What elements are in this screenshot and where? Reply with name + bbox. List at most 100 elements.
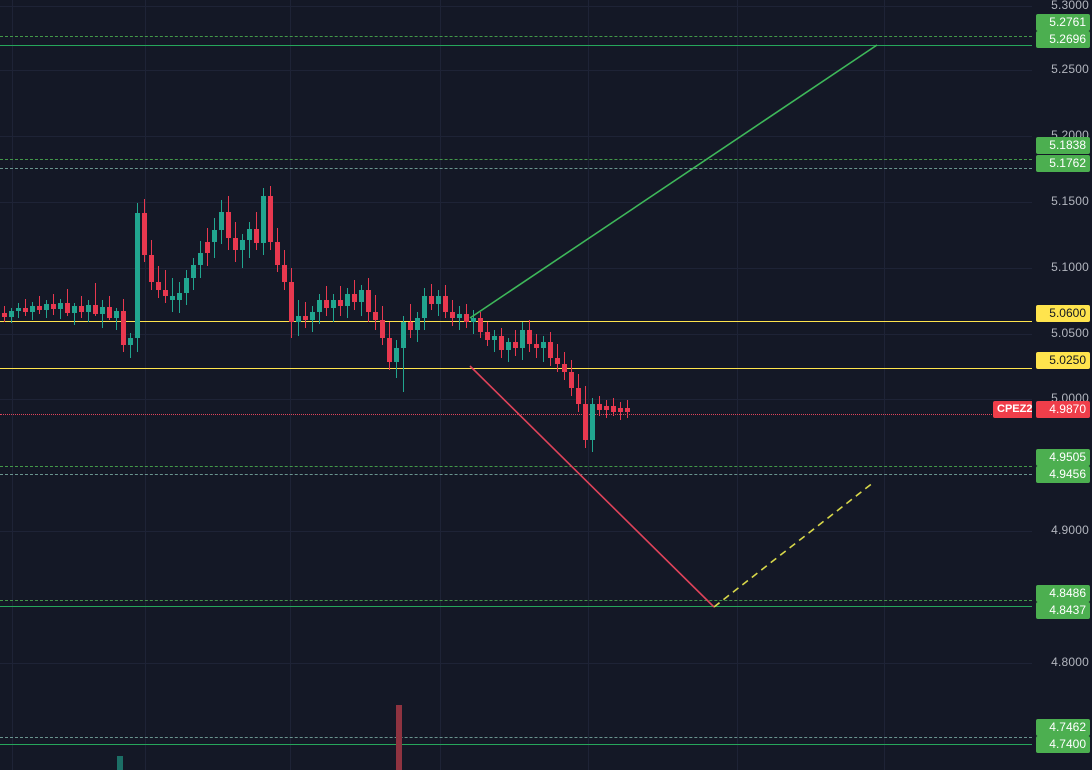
candle-body[interactable]: [2, 313, 7, 317]
candle-body[interactable]: [583, 404, 588, 440]
candle-body[interactable]: [450, 312, 455, 318]
candle-body[interactable]: [597, 404, 602, 410]
candle-body[interactable]: [373, 312, 378, 320]
candle-body[interactable]: [506, 342, 511, 350]
candle-body[interactable]: [44, 304, 49, 310]
candle-body[interactable]: [485, 332, 490, 340]
candle-body[interactable]: [191, 265, 196, 278]
candle-body[interactable]: [149, 255, 154, 282]
candle-body[interactable]: [555, 358, 560, 364]
candle-body[interactable]: [219, 212, 224, 230]
candle-body[interactable]: [156, 282, 161, 290]
candle-body[interactable]: [590, 404, 595, 440]
candle-body[interactable]: [163, 290, 168, 296]
candle-body[interactable]: [268, 196, 273, 242]
level-line-solid-4-8437[interactable]: [0, 606, 1032, 607]
level-line-dash-5-2761[interactable]: [0, 36, 1032, 37]
candle-body[interactable]: [170, 296, 175, 300]
price-badge-resistance-2-upper[interactable]: 5.1838: [1036, 137, 1090, 154]
level-line-dash-4-7462[interactable]: [0, 737, 1032, 738]
candle-body[interactable]: [548, 342, 553, 358]
level-line-dotted-last-price[interactable]: [0, 414, 1032, 415]
candle-body[interactable]: [352, 294, 357, 302]
candle-body[interactable]: [604, 406, 609, 410]
candle-body[interactable]: [520, 330, 525, 348]
candle-body[interactable]: [121, 311, 126, 345]
candle-body[interactable]: [275, 242, 280, 265]
candle-body[interactable]: [380, 320, 385, 338]
candle-body[interactable]: [331, 300, 336, 308]
price-badge-pivot-lower[interactable]: 5.0250: [1036, 352, 1090, 369]
candle-body[interactable]: [310, 312, 315, 320]
price-badge-support-upper[interactable]: 4.9505: [1036, 449, 1090, 466]
candle-body[interactable]: [184, 278, 189, 293]
candle-body[interactable]: [261, 196, 266, 243]
candle-body[interactable]: [464, 314, 469, 322]
candle-body[interactable]: [317, 300, 322, 312]
candle-body[interactable]: [611, 406, 616, 412]
candle-body[interactable]: [93, 305, 98, 314]
candle-body[interactable]: [401, 322, 406, 348]
candle-body[interactable]: [135, 213, 140, 338]
candle-body[interactable]: [394, 348, 399, 362]
level-line-dash-5-1838[interactable]: [0, 159, 1032, 160]
level-line-solid-5-2696[interactable]: [0, 45, 1032, 46]
candle-body[interactable]: [443, 296, 448, 312]
candle-body[interactable]: [23, 308, 28, 312]
candle-body[interactable]: [345, 294, 350, 306]
trendline-projection-yellow[interactable]: [713, 481, 875, 608]
candle-body[interactable]: [79, 306, 84, 312]
price-badge-last-price[interactable]: 4.9870: [1036, 401, 1090, 418]
candle-body[interactable]: [9, 311, 14, 317]
candle-body[interactable]: [338, 300, 343, 306]
price-badge-support-2-upper[interactable]: 4.8486: [1036, 585, 1090, 602]
candle-body[interactable]: [226, 212, 231, 238]
candle-body[interactable]: [16, 308, 21, 311]
candle-body[interactable]: [359, 290, 364, 302]
candle-body[interactable]: [527, 330, 532, 344]
candle-body[interactable]: [58, 303, 63, 309]
candle-body[interactable]: [471, 318, 476, 322]
candle-body[interactable]: [569, 372, 574, 388]
level-line-dash-4-9505[interactable]: [0, 466, 1032, 467]
level-line-dash-4-8486[interactable]: [0, 600, 1032, 601]
candle-body[interactable]: [65, 303, 70, 313]
candle-body[interactable]: [618, 408, 623, 412]
candle-body[interactable]: [492, 336, 497, 340]
candle-body[interactable]: [142, 213, 147, 255]
candle-body[interactable]: [422, 296, 427, 318]
level-line-solid-4-7400[interactable]: [0, 744, 1032, 745]
price-badge-support-3-lower[interactable]: 4.7400: [1036, 736, 1090, 753]
candle-body[interactable]: [436, 296, 441, 304]
trendline-overlay[interactable]: [0, 0, 1032, 770]
level-line-solid-5-0250[interactable]: [0, 368, 1032, 369]
price-badge-resistance-upper[interactable]: 5.2761: [1036, 14, 1090, 31]
price-badge-pivot-upper[interactable]: 5.0600: [1036, 305, 1090, 322]
candle-body[interactable]: [366, 290, 371, 312]
price-badge-support-3-upper[interactable]: 4.7462: [1036, 719, 1090, 736]
candle-body[interactable]: [114, 311, 119, 318]
candle-body[interactable]: [576, 388, 581, 404]
candle-body[interactable]: [282, 265, 287, 282]
candle-body[interactable]: [100, 307, 105, 314]
candle-body[interactable]: [296, 316, 301, 322]
candle-body[interactable]: [72, 306, 77, 313]
candle-body[interactable]: [247, 229, 252, 240]
candle-body[interactable]: [30, 306, 35, 312]
candle-body[interactable]: [415, 318, 420, 330]
candle-body[interactable]: [429, 296, 434, 304]
candle-body[interactable]: [387, 338, 392, 362]
candle-body[interactable]: [51, 304, 56, 309]
candle-body[interactable]: [86, 305, 91, 312]
price-axis[interactable]: 5.3000 5.2500 5.2000 5.1500 5.1000 5.0500 5.00…: [1032, 0, 1092, 770]
candle-body[interactable]: [499, 336, 504, 350]
candle-body[interactable]: [205, 242, 210, 253]
candle-body[interactable]: [408, 322, 413, 330]
candle-body[interactable]: [212, 230, 217, 242]
candle-body[interactable]: [240, 240, 245, 250]
level-line-solid-5-0600[interactable]: [0, 321, 1032, 322]
candle-body[interactable]: [177, 293, 182, 300]
candle-body[interactable]: [37, 306, 42, 310]
